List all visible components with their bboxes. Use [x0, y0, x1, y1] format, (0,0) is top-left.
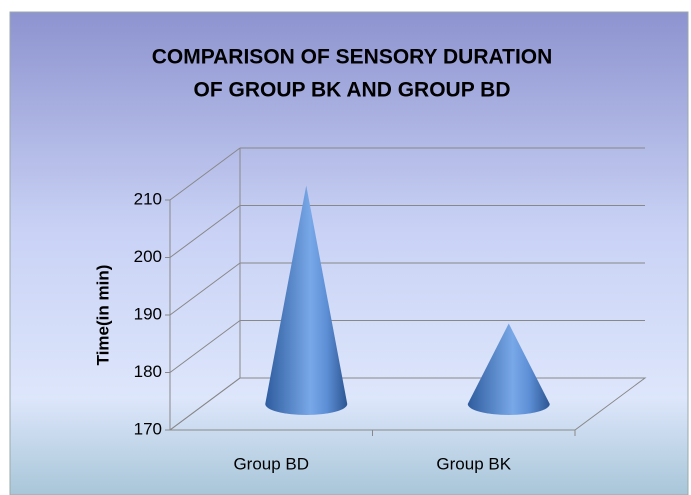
y-tick-label: 170 — [134, 419, 162, 438]
x-tick-label: Group BD — [233, 454, 309, 473]
cone — [265, 185, 348, 415]
grid-line — [169, 147, 241, 201]
y-tick-label: 210 — [134, 189, 162, 208]
grid-line — [169, 262, 241, 316]
chart-title: COMPARISON OF SENSORY DURATION — [152, 46, 553, 69]
y-tick-label: 180 — [134, 362, 162, 381]
grid-line — [169, 205, 241, 258]
grid-line — [169, 320, 241, 373]
cone — [467, 323, 550, 415]
chart-title: OF GROUP BK AND GROUP BD — [194, 79, 511, 102]
y-tick-label: 190 — [134, 304, 162, 323]
chart-area — [9, 11, 689, 495]
grid-line — [169, 377, 241, 431]
y-tick-label: 200 — [134, 247, 162, 266]
x-tick-label: Group BK — [436, 454, 511, 473]
y-axis-label: Time(in min) — [93, 265, 112, 366]
